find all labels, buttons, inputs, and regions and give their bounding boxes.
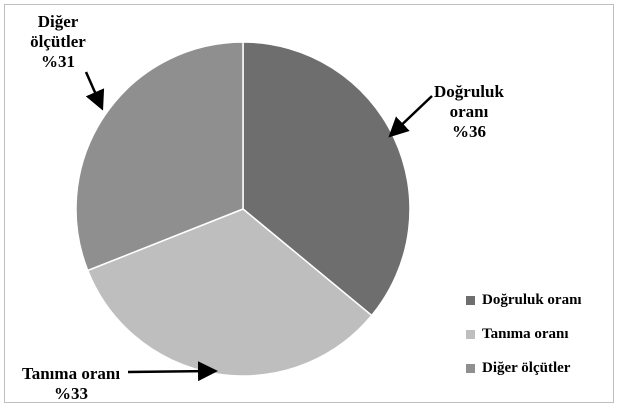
leader-arrow-diger	[84, 71, 105, 111]
leader-arrows	[84, 71, 433, 382]
legend-label-tanima: Tanıma oranı	[482, 325, 569, 342]
legend-label-diger: Diğer ölçütler	[482, 359, 571, 376]
legend-swatch-diger	[466, 363, 475, 373]
data-label-diger: Diğer ölçütler %31	[30, 12, 86, 71]
pie-slices	[75, 41, 411, 377]
legend-label-dogruluk: Doğruluk oranı	[482, 291, 582, 308]
legend-swatch-tanima	[466, 329, 475, 339]
legend-swatch-dogruluk	[466, 295, 475, 305]
legend-item: Diğer ölçütler	[466, 351, 616, 385]
leader-arrow-tanima	[127, 361, 218, 382]
legend-item: Doğruluk oranı	[466, 283, 616, 317]
legend-item: Tanıma oranı	[466, 317, 616, 351]
data-label-dogruluk: Doğruluk oranı %36	[434, 82, 504, 141]
leader-arrow-dogruluk	[388, 95, 433, 138]
legend: Doğruluk oranı Tanıma oranı Diğer ölçütl…	[466, 283, 616, 385]
slice-dogruluk	[242, 41, 411, 317]
data-label-tanima: Tanıma oranı %33	[21, 364, 121, 403]
slice-diger	[75, 41, 244, 272]
